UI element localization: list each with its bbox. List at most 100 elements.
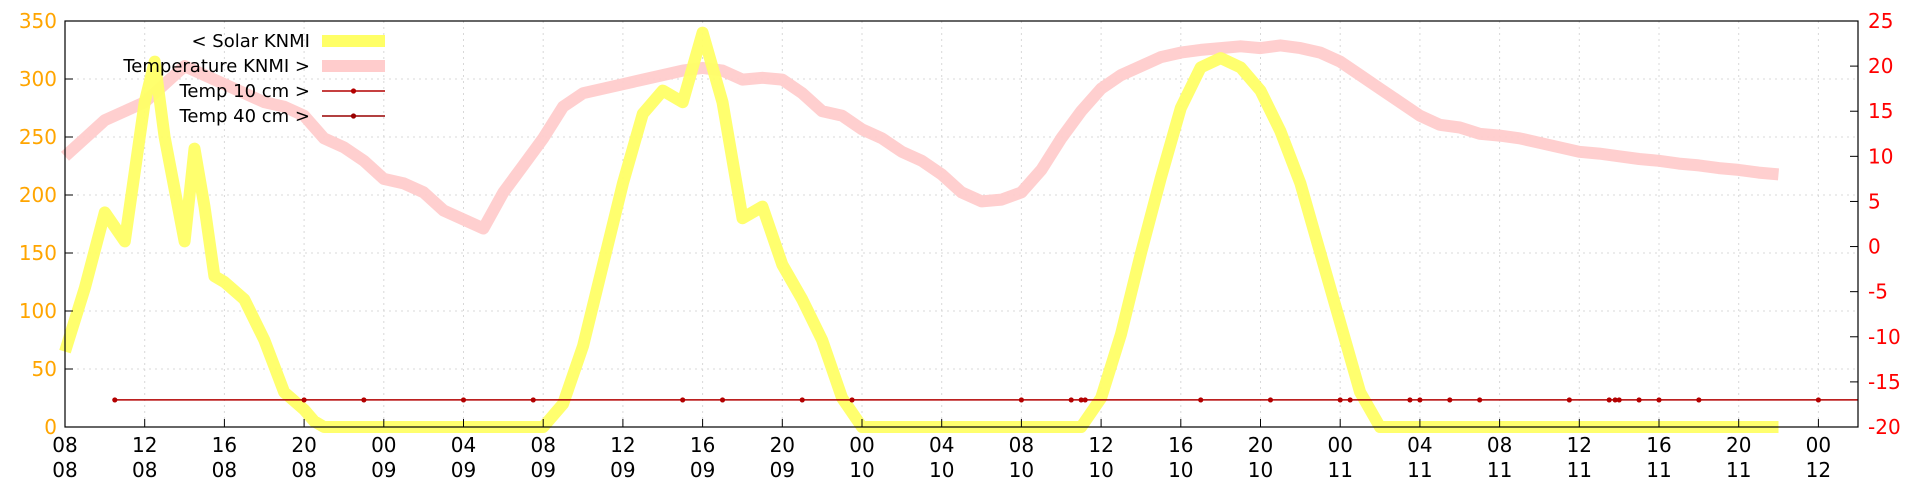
series-temp-10cm-point bbox=[1612, 397, 1618, 403]
ytick-right-label: 15 bbox=[1868, 99, 1893, 123]
xtick-hour-label: 16 bbox=[1646, 433, 1671, 457]
ytick-left-label: 200 bbox=[19, 183, 57, 207]
xtick-day-label: 11 bbox=[1407, 458, 1432, 480]
series-temp-10cm-point bbox=[1566, 397, 1572, 403]
series-temp-10cm-point bbox=[1815, 397, 1821, 403]
xtick-hour-label: 08 bbox=[1487, 433, 1512, 457]
xtick-hour-label: 00 bbox=[849, 433, 874, 457]
xtick-hour-label: 16 bbox=[690, 433, 715, 457]
series-temp-10cm-point bbox=[1337, 397, 1343, 403]
series-temp-10cm-point bbox=[361, 397, 367, 403]
series bbox=[59, 26, 1858, 433]
xtick-day-label: 10 bbox=[849, 458, 874, 480]
ytick-right-label: -10 bbox=[1868, 325, 1901, 349]
ytick-right-label: 5 bbox=[1868, 189, 1881, 213]
ytick-right-label: -15 bbox=[1868, 370, 1901, 394]
legend-label: Temperature KNMI > bbox=[122, 56, 310, 77]
series-temperature-knmi bbox=[60, 39, 1780, 235]
xtick-day-label: 10 bbox=[929, 458, 954, 480]
series-temp-10cm-point bbox=[1018, 397, 1024, 403]
series-temp-10cm-point bbox=[1068, 397, 1074, 403]
series-temp-10cm-point bbox=[1078, 397, 1084, 403]
xtick-day-label: 12 bbox=[1806, 458, 1831, 480]
xtick-day-label: 08 bbox=[212, 458, 237, 480]
xtick-day-label: 08 bbox=[52, 458, 77, 480]
xtick-hour-label: 08 bbox=[530, 433, 555, 457]
ytick-right-label: 25 bbox=[1868, 9, 1893, 33]
series-temp-10cm-point bbox=[1636, 397, 1642, 403]
legend-label: Temp 40 cm > bbox=[178, 106, 310, 127]
xtick-hour-label: 04 bbox=[451, 433, 476, 457]
grid bbox=[65, 21, 1858, 427]
series-temp-10cm-point bbox=[530, 397, 536, 403]
xtick-hour-label: 12 bbox=[610, 433, 635, 457]
xtick-hour-label: 20 bbox=[1248, 433, 1273, 457]
series-temp-10cm-point bbox=[1267, 397, 1274, 403]
xtick-day-label: 08 bbox=[132, 458, 157, 480]
ytick-right-label: 20 bbox=[1868, 54, 1893, 78]
series-temp-10cm-point bbox=[1082, 397, 1088, 403]
series-temp-10cm-point bbox=[1407, 397, 1413, 403]
xtick-day-label: 09 bbox=[371, 458, 396, 480]
xtick-hour-label: 12 bbox=[1088, 433, 1113, 457]
ytick-left-label: 50 bbox=[32, 357, 57, 381]
legend-swatch-point bbox=[350, 113, 357, 119]
xtick-day-label: 10 bbox=[1088, 458, 1113, 480]
series-temp-10cm-point bbox=[1347, 397, 1353, 403]
xtick-day-label: 10 bbox=[1009, 458, 1034, 480]
xtick-hour-label: 20 bbox=[770, 433, 795, 457]
xtick-hour-label: 16 bbox=[1168, 433, 1193, 457]
xtick-hour-label: 00 bbox=[1327, 433, 1352, 457]
xtick-hour-label: 16 bbox=[212, 433, 237, 457]
series-solar-knmi bbox=[59, 26, 1779, 433]
xtick-day-label: 10 bbox=[1168, 458, 1193, 480]
ytick-right-label: -5 bbox=[1868, 280, 1888, 304]
xtick-day-label: 09 bbox=[451, 458, 476, 480]
series-temp-10cm-point bbox=[1606, 397, 1612, 403]
xtick-day-label: 11 bbox=[1567, 458, 1592, 480]
series-temp-10cm-point bbox=[301, 397, 307, 403]
xtick-day-label: 11 bbox=[1726, 458, 1751, 480]
ytick-right-label: 0 bbox=[1868, 235, 1881, 259]
xtick-day-label: 09 bbox=[610, 458, 635, 480]
xtick-hour-label: 04 bbox=[1407, 433, 1432, 457]
xtick-hour-label: 20 bbox=[1726, 433, 1751, 457]
ytick-left-label: 100 bbox=[19, 299, 57, 323]
xtick-day-label: 10 bbox=[1248, 458, 1273, 480]
xtick-hour-label: 12 bbox=[132, 433, 157, 457]
series-temp-10cm-point bbox=[799, 397, 805, 403]
series-temp-10cm-point bbox=[680, 397, 686, 403]
xtick-hour-label: 00 bbox=[1806, 433, 1831, 457]
ytick-left-label: 300 bbox=[19, 67, 57, 91]
series-temp-10cm-point bbox=[1198, 397, 1204, 403]
series-temp-10cm-point bbox=[1477, 397, 1483, 403]
xtick-hour-label: 08 bbox=[1009, 433, 1034, 457]
xtick-day-label: 09 bbox=[690, 458, 715, 480]
ytick-left-label: 0 bbox=[44, 415, 57, 439]
legend-label: < Solar KNMI bbox=[191, 31, 310, 52]
xtick-hour-label: 00 bbox=[371, 433, 396, 457]
legend-label: Temp 10 cm > bbox=[178, 81, 310, 102]
xtick-hour-label: 04 bbox=[929, 433, 954, 457]
series-temp-10cm-point bbox=[1696, 397, 1702, 403]
series-temp-10cm-point bbox=[1447, 397, 1453, 403]
series-temp-10cm-point bbox=[112, 397, 118, 403]
plot-frame bbox=[64, 20, 1859, 428]
xtick-hour-label: 12 bbox=[1567, 433, 1592, 457]
xtick-hour-label: 20 bbox=[291, 433, 316, 457]
series-temp-10cm-point bbox=[1417, 397, 1423, 403]
xtick-hour-label: 08 bbox=[52, 433, 77, 457]
ytick-left-label: 250 bbox=[19, 125, 57, 149]
xtick-day-label: 11 bbox=[1487, 458, 1512, 480]
xtick-day-label: 11 bbox=[1327, 458, 1352, 480]
series-temp-10cm-point bbox=[1616, 397, 1622, 403]
series-temp-10cm-point bbox=[849, 397, 855, 403]
series-temp-10cm-point bbox=[719, 397, 726, 403]
ytick-right-label: -20 bbox=[1868, 415, 1901, 439]
xtick-day-label: 08 bbox=[291, 458, 316, 480]
xtick-day-label: 09 bbox=[530, 458, 555, 480]
axes: 0 50 100 150 200 250 300 350 -20 -15 -10 -5 0 5 10 15 20… bbox=[19, 9, 1901, 482]
xtick-day-label: 09 bbox=[770, 458, 795, 480]
